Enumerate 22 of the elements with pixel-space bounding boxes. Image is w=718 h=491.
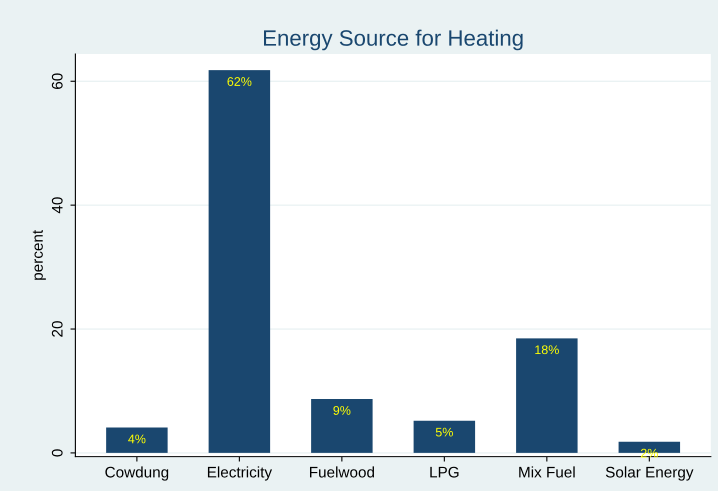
y-tick-label: 40 (52, 197, 63, 214)
y-tick-label: 0 (52, 449, 63, 457)
bar (516, 338, 578, 453)
y-axis-title: percent (32, 230, 46, 280)
y-tick-label: 60 (52, 73, 63, 89)
x-tick-label: Mix Fuel (519, 466, 575, 478)
bar (414, 420, 476, 453)
data-label: 62% (228, 77, 252, 86)
data-label: 4% (128, 434, 146, 444)
bar (208, 70, 270, 453)
x-tick-label: Electricity (208, 466, 272, 481)
x-tick-label: Solar Energy (606, 466, 694, 481)
data-label: 9% (333, 406, 350, 415)
data-label: 18% (535, 345, 559, 354)
data-label: 5% (436, 428, 453, 437)
bar (106, 428, 168, 453)
x-tick-label: Fuelwood (310, 466, 374, 478)
chart-title: Energy Source for Heating (264, 30, 523, 50)
x-tick-label: Cowdung (105, 466, 168, 481)
bar (311, 399, 373, 453)
x-tick-label: LPG (430, 466, 458, 478)
y-tick-label: 20 (52, 321, 63, 337)
